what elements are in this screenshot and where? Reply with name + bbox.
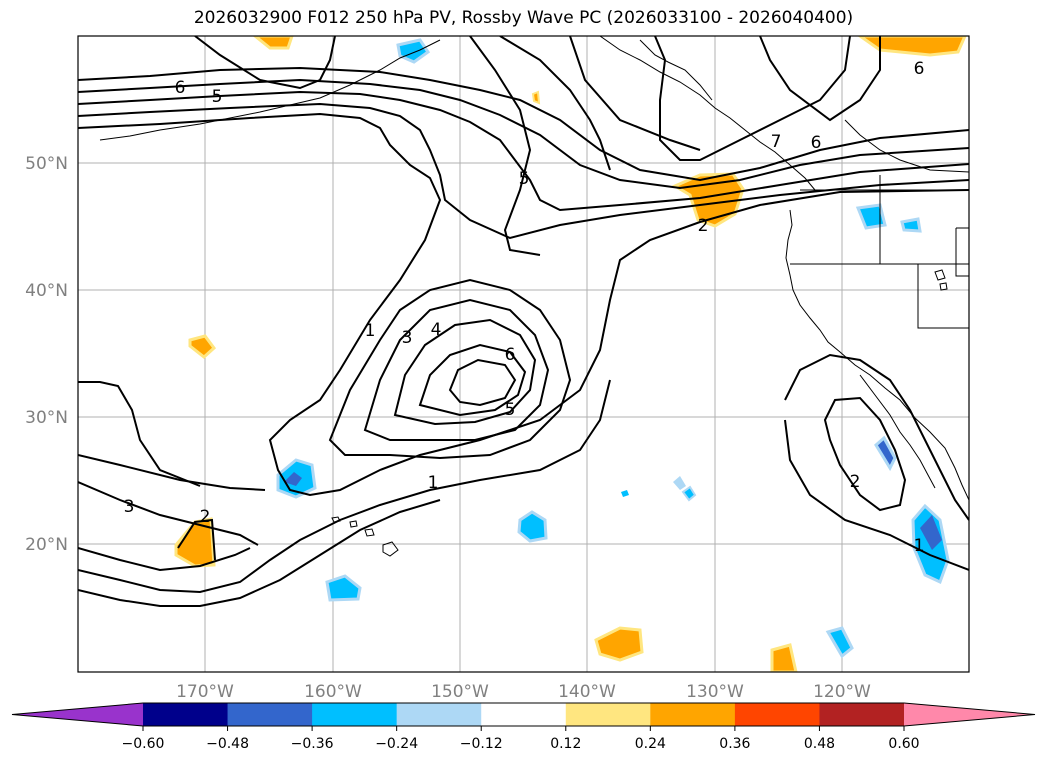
contour-label: 1 [365,321,376,341]
contour-label: 2 [850,472,861,492]
lon-label-140w: 140°W [558,682,616,702]
colorbar-extend-low [12,703,143,726]
lat-label-20n: 20°N [25,535,68,555]
colorbar-segment [396,703,482,726]
colorbar-tick-label: 0.36 [719,736,750,752]
lat-label-50n: 50°N [25,154,68,174]
colorbar-segment [565,703,651,726]
contour-label: 3 [124,497,135,517]
contour-label: 1 [428,473,439,493]
colorbar: −0.60 −0.48 −0.36 −0.24 −0.12 0.12 0.24 0.36 0.4… [11,702,1036,752]
colorbar-tick-label: 0.12 [550,736,581,752]
pv-contours [78,36,969,607]
lat-label-40n: 40°N [25,281,68,301]
colorbar-segment [227,703,313,726]
contour-label: 5 [212,87,223,107]
colorbar-tick-label: 0.24 [635,736,666,752]
longitude-labels: 170°W 160°W 150°W 140°W 130°W 120°W [176,682,871,702]
colorbar-tick-label: −0.24 [375,736,418,752]
colorbar-segment [481,703,567,726]
colorbar-segment [819,703,905,726]
contour-label: 4 [431,320,442,340]
colorbar-tick-label: −0.36 [291,736,334,752]
contour-label: 6 [811,133,822,153]
contour-labels: 6 5 7 6 6 5 1 3 4 6 5 1 3 2 2 2 1 [124,59,925,556]
colorbar-extend-high [904,703,1035,726]
contour-label: 6 [505,345,516,365]
colorbar-segment [734,703,820,726]
lon-label-130w: 130°W [686,682,744,702]
contour-label: 5 [519,169,530,189]
plot-frame [77,35,970,673]
contour-label: 5 [505,400,516,420]
colorbar-segment [650,703,736,726]
colorbar-tick-label: −0.48 [206,736,249,752]
lon-label-170w: 170°W [176,682,234,702]
contour-label: 6 [175,78,186,98]
contour-label: 1 [914,536,925,556]
colorbar-segment [143,703,229,726]
lon-label-120w: 120°W [813,682,871,702]
contour-label: 6 [914,59,925,79]
lon-label-150w: 150°W [431,682,489,702]
pv-anomaly-shading [174,36,967,672]
colorbar-tick-label: −0.60 [122,736,165,752]
contour-label: 2 [200,507,211,527]
plot-area [78,36,969,672]
lat-label-30n: 30°N [25,408,68,428]
map-title: 2026032900 F012 250 hPa PV, Rossby Wave … [193,8,854,28]
lon-label-160w: 160°W [304,682,362,702]
colorbar-tick-label: 0.48 [804,736,835,752]
contour-label: 3 [402,328,413,348]
latitude-labels: 50°N 40°N 30°N 20°N [25,154,68,555]
contour-label: 2 [698,216,709,236]
colorbar-segment [312,703,398,726]
colorbar-tick-label: 0.60 [888,736,919,752]
contour-label: 7 [771,132,782,152]
colorbar-tick-label: −0.12 [460,736,503,752]
